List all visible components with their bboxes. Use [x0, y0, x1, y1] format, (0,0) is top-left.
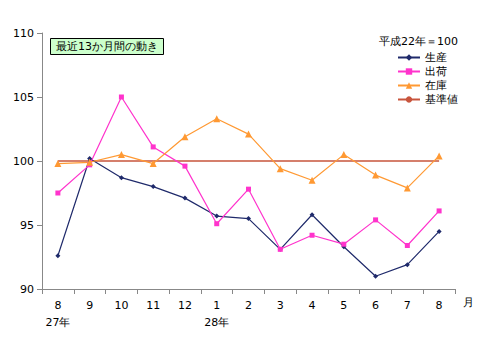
svg-text:11: 11: [146, 299, 160, 312]
svg-text:110: 110: [13, 27, 34, 40]
svg-text:在庫: 在庫: [425, 79, 447, 92]
svg-text:出荷: 出荷: [425, 65, 447, 78]
svg-text:生産: 生産: [425, 51, 447, 64]
svg-text:2: 2: [245, 299, 252, 312]
svg-text:95: 95: [20, 219, 34, 232]
svg-text:105: 105: [13, 91, 34, 104]
svg-text:5: 5: [340, 299, 347, 312]
svg-text:7: 7: [404, 299, 411, 312]
svg-text:90: 90: [20, 283, 34, 296]
svg-text:12: 12: [178, 299, 192, 312]
svg-text:1: 1: [213, 299, 220, 312]
svg-text:6: 6: [372, 299, 379, 312]
svg-text:8: 8: [436, 299, 443, 312]
svg-text:月: 月: [463, 296, 474, 309]
svg-text:基準値: 基準値: [425, 93, 458, 106]
svg-text:3: 3: [277, 299, 284, 312]
svg-text:最近13か月間の動き: 最近13か月間の動き: [56, 40, 158, 53]
svg-text:10: 10: [114, 299, 128, 312]
svg-text:28年: 28年: [204, 316, 229, 329]
svg-text:平成22年＝100: 平成22年＝100: [379, 35, 458, 48]
svg-text:27年: 27年: [45, 316, 70, 329]
svg-text:8: 8: [54, 299, 61, 312]
svg-text:9: 9: [86, 299, 93, 312]
svg-text:100: 100: [13, 155, 34, 168]
svg-text:4: 4: [309, 299, 316, 312]
